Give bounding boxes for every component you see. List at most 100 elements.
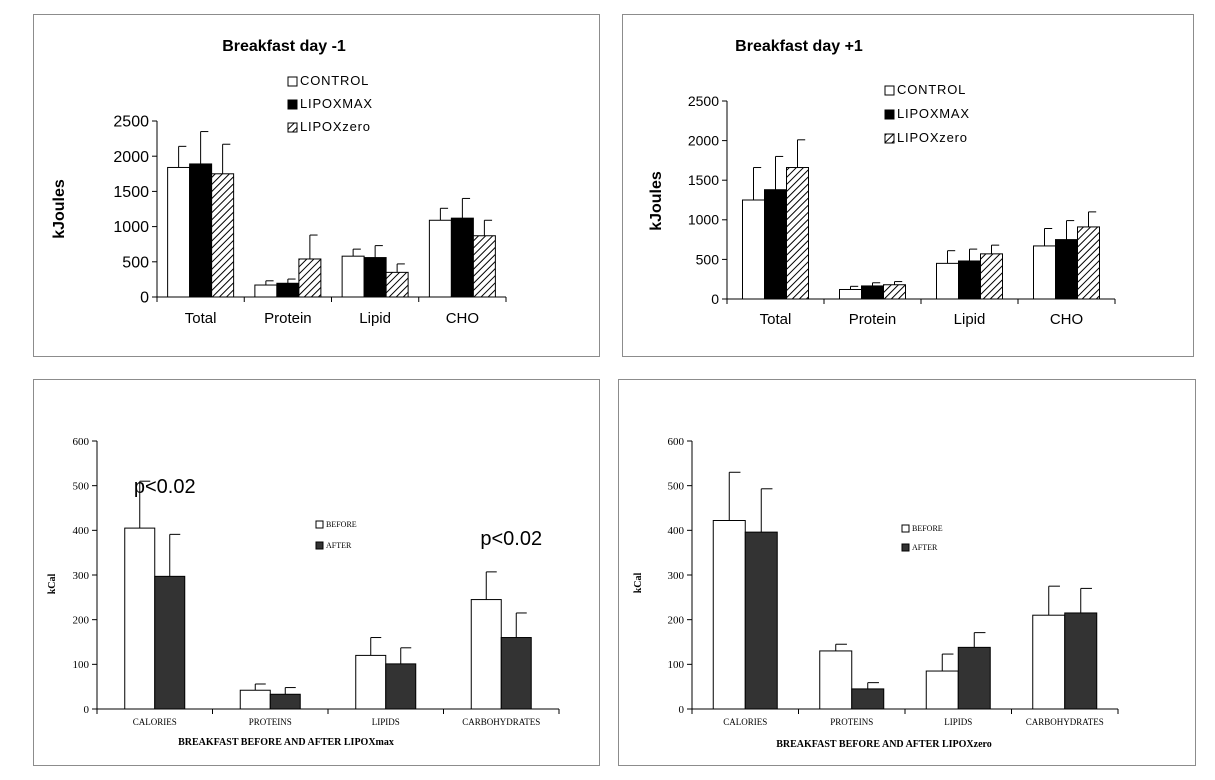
- x-category-label: Protein: [264, 310, 312, 327]
- bar-control-protein: [839, 288, 862, 300]
- y-tick-label: 400: [73, 525, 90, 537]
- y-tick-label: 100: [73, 659, 90, 671]
- bar-before-calories: [712, 520, 746, 710]
- bar-lipoxzero-protein: [883, 284, 906, 300]
- y-tick-label: 0: [140, 290, 149, 307]
- bar-lipoxzero-total: [786, 167, 809, 300]
- chart-svg: 0 500 1000 1500 2000 2500 Total Protein Lipid CHO…: [51, 38, 507, 327]
- legend-label-lipoxmax: LIPOXMAX: [300, 96, 373, 111]
- chart-panel-lipoxmax-before-after: 0 100 200 300 400 500 600 CALORIES PROTEINS LIPID…: [33, 379, 600, 766]
- y-tick-label: 600: [668, 436, 685, 448]
- x-category-label: PROTEINS: [830, 717, 873, 727]
- bar-after-proteins: [851, 688, 885, 710]
- chart-title: Breakfast day +1: [735, 38, 863, 55]
- bar-lipoxmax-total: [764, 189, 787, 300]
- chart-panel-lipoxzero-before-after: 0 100 200 300 400 500 600 CALORIES PROTEINS LIPID…: [618, 379, 1196, 766]
- y-tick-label: 0: [711, 291, 719, 307]
- bar-control-cho: [428, 219, 452, 298]
- legend-label-lipoxmax: LIPOXMAX: [897, 106, 970, 121]
- y-tick-label: 500: [668, 481, 685, 493]
- x-category-label: CARBOHYDRATES: [1026, 717, 1104, 727]
- legend-label-control: CONTROL: [300, 73, 369, 88]
- y-tick-label: 0: [84, 704, 90, 716]
- y-tick-label: 2500: [113, 114, 149, 131]
- chart-title: Breakfast day -1: [222, 38, 346, 55]
- bar-lipoxmax-protein: [861, 285, 884, 300]
- bar-lipoxzero-total: [211, 173, 235, 298]
- bar-after-lipids: [957, 646, 991, 710]
- legend-label-lipoxzero: LIPOXzero: [300, 119, 371, 134]
- y-tick-label: 600: [73, 436, 90, 448]
- bar-before-carbohydrates: [470, 599, 502, 710]
- chart-svg: 0 100 200 300 400 500 600 CALORIES PROTEINS LIPID…: [633, 436, 1119, 750]
- p-value-annotation: p<0.02: [134, 476, 196, 498]
- chart-panel-breakfast-day-minus-1: 0 500 1000 1500 2000 2500 Total Protein Lipid CHO…: [33, 14, 600, 357]
- legend-label-control: CONTROL: [897, 82, 966, 97]
- y-tick-label: 2000: [113, 149, 149, 166]
- legend-label-after: AFTER: [912, 543, 938, 552]
- x-category-label: Total: [185, 310, 217, 327]
- x-category-label: CARBOHYDRATES: [462, 717, 540, 727]
- chart-panel-breakfast-day-plus-1: 0 500 1000 1500 2000 2500 Total Protein Lipid CHO…: [622, 14, 1194, 357]
- y-tick-label: 1500: [688, 172, 719, 188]
- p-value-annotation: p<0.02: [480, 528, 542, 550]
- legend-label-lipoxzero: LIPOXzero: [897, 130, 968, 145]
- bar-lipoxmax-cho: [1055, 239, 1078, 300]
- x-category-label: PROTEINS: [249, 717, 292, 727]
- x-category-label: CHO: [1050, 311, 1083, 328]
- bar-lipoxzero-cho: [1077, 226, 1100, 300]
- y-tick-label: 0: [679, 704, 685, 716]
- y-axis-label: kJoules: [51, 179, 68, 239]
- legend-swatch-control: [884, 85, 895, 96]
- bar-before-calories: [124, 527, 156, 710]
- bar-before-proteins: [819, 650, 853, 710]
- bar-before-carbohydrates: [1032, 614, 1066, 710]
- x-category-label: CHO: [446, 310, 479, 327]
- bar-lipoxmax-lipid: [363, 257, 387, 298]
- bar-control-protein: [254, 284, 278, 298]
- y-axis-label: kJoules: [648, 171, 665, 231]
- bar-before-lipids: [925, 670, 959, 710]
- x-category-label: Total: [760, 311, 792, 328]
- x-axis-label: BREAKFAST BEFORE AND AFTER LIPOXmax: [178, 737, 394, 748]
- bar-after-carbohydrates: [500, 637, 532, 710]
- chart-svg: 0 500 1000 1500 2000 2500 Total Protein Lipid CHO…: [648, 38, 1116, 328]
- legend-label-after: AFTER: [326, 541, 352, 550]
- x-category-label: CALORIES: [723, 717, 767, 727]
- bar-after-calories: [744, 531, 778, 710]
- bar-lipoxmax-lipid: [958, 260, 981, 300]
- bar-control-total: [167, 166, 191, 298]
- bar-lipoxzero-lipid: [385, 271, 409, 298]
- x-category-label: Lipid: [954, 311, 986, 328]
- x-axis-label: BREAKFAST BEFORE AND AFTER LIPOXzero: [776, 739, 992, 750]
- x-category-label: LIPIDS: [372, 717, 400, 727]
- legend-swatch-lipoxzero: [884, 133, 895, 144]
- bar-control-lipid: [341, 255, 365, 298]
- y-tick-label: 2000: [688, 133, 719, 149]
- bar-control-cho: [1033, 245, 1056, 300]
- legend-swatch-lipoxmax: [884, 109, 895, 120]
- y-tick-label: 400: [668, 525, 685, 537]
- bar-before-proteins: [239, 689, 271, 710]
- legend-swatch-after: [315, 541, 324, 550]
- y-tick-label: 300: [668, 570, 685, 582]
- y-tick-label: 500: [122, 254, 149, 271]
- y-tick-label: 300: [73, 570, 90, 582]
- bar-control-total: [742, 199, 765, 300]
- bar-lipoxmax-cho: [450, 217, 474, 298]
- y-tick-label: 2500: [688, 93, 719, 109]
- bar-lipoxzero-cho: [472, 235, 496, 298]
- y-tick-label: 1500: [113, 184, 149, 201]
- legend-swatch-lipoxzero: [287, 122, 298, 133]
- legend-swatch-lipoxmax: [287, 99, 298, 110]
- y-axis-label: kCal: [633, 572, 644, 593]
- legend-swatch-before: [901, 524, 910, 533]
- bar-lipoxmax-total: [189, 163, 213, 298]
- bar-before-lipids: [355, 654, 387, 710]
- y-tick-label: 1000: [113, 219, 149, 236]
- bar-after-proteins: [269, 693, 301, 710]
- bar-lipoxzero-protein: [298, 258, 322, 298]
- x-category-label: CALORIES: [133, 717, 177, 727]
- bar-after-lipids: [385, 663, 417, 710]
- x-category-label: Lipid: [359, 310, 391, 327]
